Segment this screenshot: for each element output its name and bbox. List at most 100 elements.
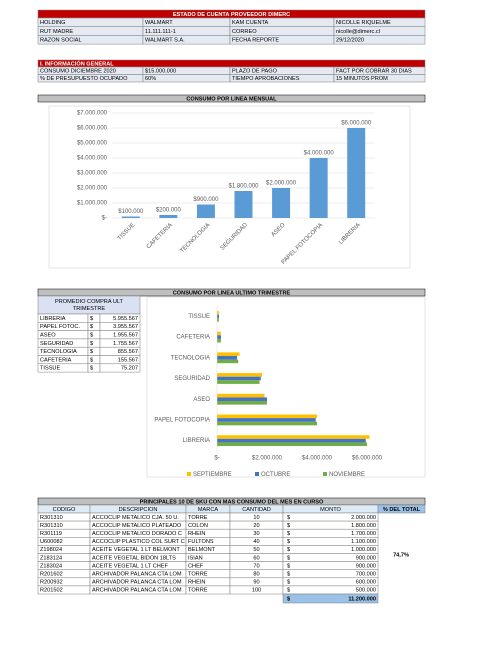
y-tick-label: ASEO xyxy=(193,397,210,403)
cell-text: R301310 xyxy=(40,515,63,521)
cell-text: 1.000.000 xyxy=(351,547,376,553)
column-header: MARCA xyxy=(198,507,218,513)
cell-text: TIEMPO APROBACIONES xyxy=(232,76,300,82)
bar xyxy=(217,335,221,339)
cell-text: ARCHIVADOR PALANCA CTA LOM xyxy=(92,588,182,594)
cell-text: R301119 xyxy=(40,531,62,537)
section-bar xyxy=(37,94,426,103)
column-header: CANTIDAD xyxy=(242,507,271,513)
x-tick-label: $6.000.000 xyxy=(352,456,383,462)
cell-text: RHEIN xyxy=(188,531,205,537)
bar xyxy=(347,128,366,218)
data-label: $1.800.000 xyxy=(228,184,259,190)
cell-text: 60 xyxy=(253,555,259,561)
y-tick-label: PAPEL FOTOCOPIA xyxy=(154,418,210,424)
cell-text: RHEIN xyxy=(188,580,205,586)
cell-text: $ xyxy=(90,349,94,355)
cell-text: COLON xyxy=(188,523,208,529)
cell-text: $15.000.000 xyxy=(145,69,176,75)
cell-text: CONSUMO DICIEMBRE 2020 xyxy=(40,69,116,75)
cell-text: $ xyxy=(90,324,94,330)
bar xyxy=(217,355,237,360)
bar xyxy=(217,393,265,398)
data-label: $6.000.000 xyxy=(341,121,372,127)
bar xyxy=(217,380,260,384)
section-title: CONSUMO POR LINEA MENSUAL xyxy=(186,96,277,102)
y-tick-label: $3.000.000 xyxy=(77,171,108,177)
cell-text: 100 xyxy=(252,588,261,594)
column-header: % DEL TOTAL xyxy=(383,507,421,513)
bar xyxy=(217,442,367,447)
bar xyxy=(217,338,221,343)
y-tick-label: LIBRERIA xyxy=(183,438,210,444)
cell-text: 1.755.567 xyxy=(113,341,138,347)
table-cell xyxy=(99,363,141,373)
y-tick-label: $2.000.000 xyxy=(77,186,108,192)
y-tick-label: $6.000.000 xyxy=(77,126,108,132)
cell-text: 1.955.567 xyxy=(113,333,138,339)
cell-text: U600082 xyxy=(40,539,63,545)
cell-text: 75.207 xyxy=(121,366,138,372)
cell-text: 1.700.000 xyxy=(351,531,376,537)
bar xyxy=(159,215,178,218)
cell-text: nicolle@dimerc.cl xyxy=(336,29,380,35)
cell-text: $ xyxy=(287,588,291,594)
cell-text: 60% xyxy=(145,76,156,82)
cell-text: 10 xyxy=(253,515,259,521)
bar xyxy=(217,373,262,377)
cell-text: $ xyxy=(90,357,94,363)
cell-text: 29/12/2020 xyxy=(336,38,364,44)
cell-text: 855.567 xyxy=(118,349,138,355)
y-tick-label: CAFETERIA xyxy=(176,335,210,341)
cell-text: $ xyxy=(287,515,291,521)
cell-text: $ xyxy=(287,523,291,529)
y-tick-label: $4.000.000 xyxy=(77,156,108,162)
cell-text: 2.000.000 xyxy=(351,515,376,521)
cell-text: TORRE xyxy=(188,588,208,594)
cell-text: ACEITE VEGETAL 1 LT BELMONT xyxy=(92,547,180,553)
cell-text: WALMART xyxy=(145,20,173,26)
bar xyxy=(217,421,317,426)
y-tick-label: $5.000.000 xyxy=(77,141,108,147)
legend-swatch xyxy=(323,472,327,476)
bar xyxy=(272,188,291,218)
table-cell xyxy=(282,593,379,604)
bar xyxy=(217,435,370,439)
cell-text: Z198024 xyxy=(40,547,62,553)
cell-text: 3.955.567 xyxy=(113,324,138,330)
legend-label: OCTUBRE xyxy=(261,472,290,478)
cell-text: LIBRERIA xyxy=(40,316,66,322)
table-cell xyxy=(333,74,426,83)
data-label: $2.000.000 xyxy=(266,181,297,187)
cell-text: 90 xyxy=(253,580,259,586)
section-title: I. INFORMACIÓN GENERAL xyxy=(40,59,114,67)
cell-text: 80 xyxy=(253,572,259,578)
x-tick-label: $2.000.000 xyxy=(252,456,283,462)
cell-text: R200932 xyxy=(40,580,63,586)
x-tick-label: $4.000.000 xyxy=(302,456,333,462)
cell-text: $ xyxy=(287,555,291,561)
cell-text: 600.000 xyxy=(356,580,376,586)
cell-text: TECNOLOGIA xyxy=(40,349,77,355)
cell-text: FECHA REPORTE xyxy=(232,38,279,44)
legend-label: NOVIEMBRE xyxy=(329,472,365,478)
cell-text: R301310 xyxy=(40,523,63,529)
table-title: PRINCIPALES 10 DE SKU CON MAS CONSUMO DE… xyxy=(140,499,324,505)
cell-text: R201502 xyxy=(40,588,63,594)
bar xyxy=(309,158,328,218)
cell-text: $ xyxy=(287,539,291,545)
cell-text: TISSUE xyxy=(40,366,60,372)
bar xyxy=(217,331,221,336)
section-bar xyxy=(37,288,426,297)
legend-swatch xyxy=(187,472,191,476)
cell-text: $ xyxy=(90,333,94,339)
cell-text: TORRE xyxy=(188,572,208,578)
cell-text: WALMART S.A. xyxy=(145,38,185,44)
cell-text: $ xyxy=(90,316,94,322)
data-label: $4.000.000 xyxy=(304,151,335,157)
cell-text: 11.111.111-1 xyxy=(145,29,176,35)
table-cell xyxy=(377,504,426,514)
bar xyxy=(217,352,240,356)
cell-text: 20 xyxy=(253,523,259,529)
cell-text: $ xyxy=(287,580,291,586)
